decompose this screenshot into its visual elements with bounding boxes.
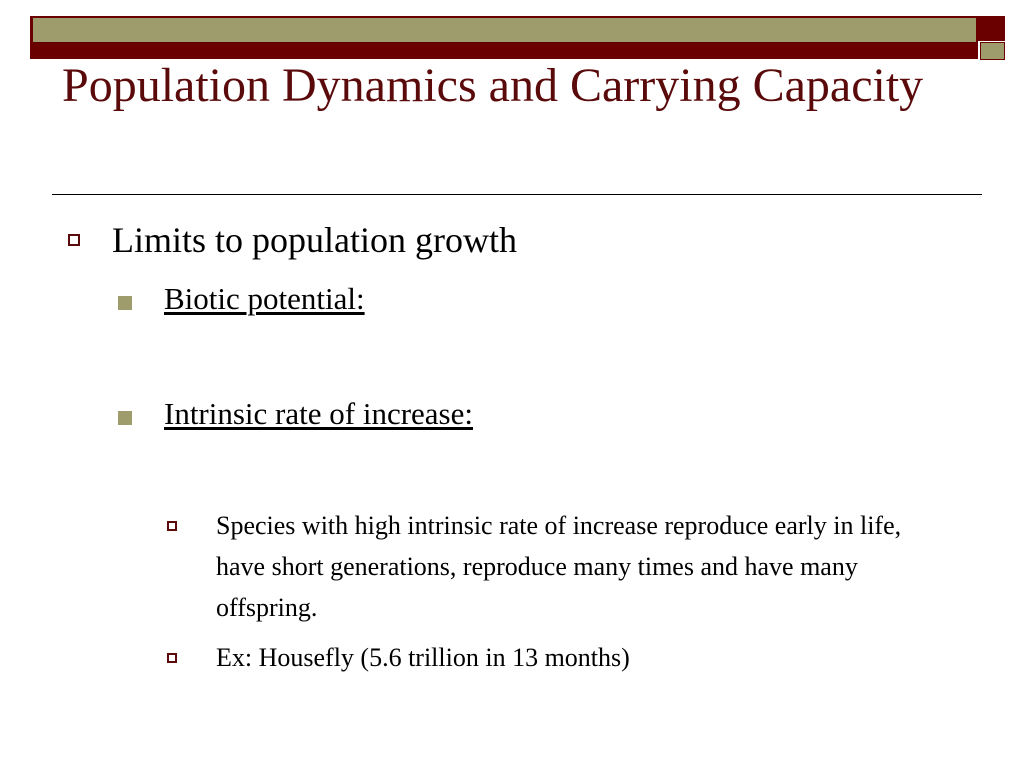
filled-square-bullet-icon bbox=[118, 296, 132, 310]
bullet-species-note: Species with high intrinsic rate of incr… bbox=[216, 511, 902, 622]
bullet-limits-to-growth: Limits to population growth bbox=[112, 220, 517, 260]
bullet-intrinsic-rate: Intrinsic rate of increase: bbox=[164, 396, 473, 431]
slide-title: Population Dynamics and Carrying Capacit… bbox=[62, 59, 924, 112]
hollow-square-bullet-icon bbox=[68, 234, 80, 246]
bullet-housefly-example: Ex: Housefly (5.6 trillion in 13 months) bbox=[216, 643, 630, 672]
hollow-square-bullet-icon bbox=[167, 521, 177, 531]
corner-block-red bbox=[978, 16, 1005, 41]
header-band-stripe bbox=[33, 18, 976, 43]
filled-square-bullet-icon bbox=[118, 411, 132, 425]
title-divider bbox=[52, 194, 982, 195]
corner-block-olive bbox=[980, 42, 1005, 60]
hollow-square-bullet-icon bbox=[167, 653, 177, 663]
bullet-biotic-potential: Biotic potential: bbox=[164, 281, 365, 316]
